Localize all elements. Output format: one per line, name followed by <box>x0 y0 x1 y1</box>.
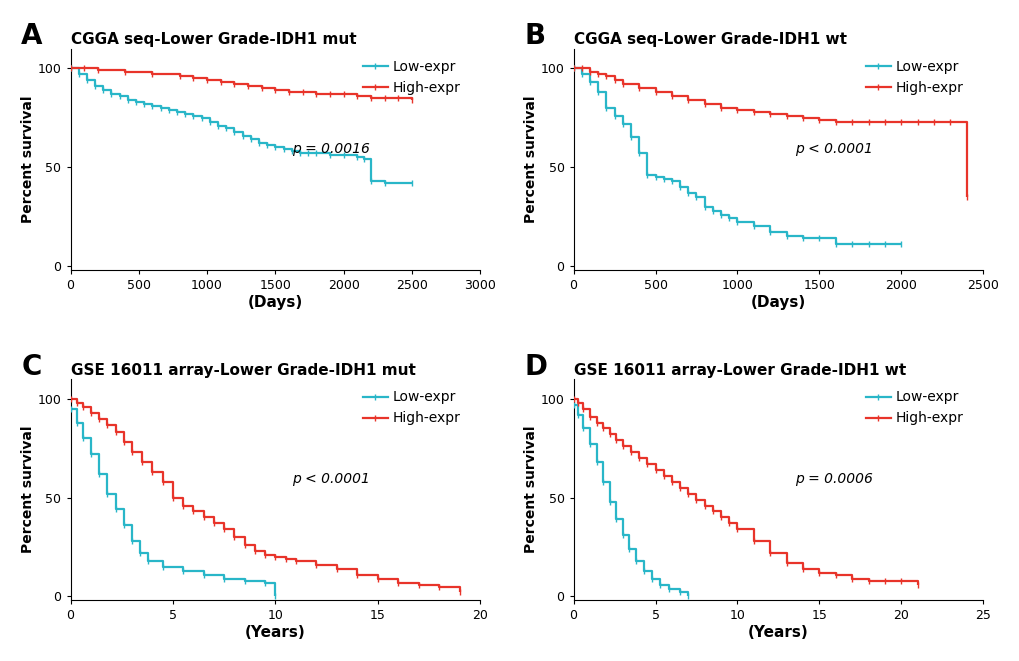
X-axis label: (Days): (Days) <box>750 295 805 309</box>
Y-axis label: Percent survival: Percent survival <box>524 95 537 223</box>
Legend: Low-expr, High-expr: Low-expr, High-expr <box>362 391 461 426</box>
Y-axis label: Percent survival: Percent survival <box>524 426 537 553</box>
Text: CGGA seq-Lower Grade-IDH1 wt: CGGA seq-Lower Grade-IDH1 wt <box>573 32 846 48</box>
Y-axis label: Percent survival: Percent survival <box>20 95 35 223</box>
Legend: Low-expr, High-expr: Low-expr, High-expr <box>865 391 963 426</box>
X-axis label: (Years): (Years) <box>747 625 808 640</box>
Text: CGGA seq-Lower Grade-IDH1 mut: CGGA seq-Lower Grade-IDH1 mut <box>70 32 356 48</box>
Legend: Low-expr, High-expr: Low-expr, High-expr <box>362 60 461 95</box>
X-axis label: (Days): (Days) <box>248 295 303 309</box>
Legend: Low-expr, High-expr: Low-expr, High-expr <box>865 60 963 95</box>
Text: p < 0.0001: p < 0.0001 <box>291 472 369 486</box>
X-axis label: (Years): (Years) <box>245 625 306 640</box>
Text: C: C <box>21 352 42 381</box>
Text: D: D <box>524 352 547 381</box>
Text: A: A <box>21 22 43 50</box>
Text: B: B <box>524 22 545 50</box>
Text: GSE 16011 array-Lower Grade-IDH1 mut: GSE 16011 array-Lower Grade-IDH1 mut <box>70 363 415 378</box>
Text: p < 0.0001: p < 0.0001 <box>794 141 872 155</box>
Text: p = 0.0006: p = 0.0006 <box>794 472 872 486</box>
Text: GSE 16011 array-Lower Grade-IDH1 wt: GSE 16011 array-Lower Grade-IDH1 wt <box>573 363 905 378</box>
Text: p = 0.0016: p = 0.0016 <box>291 141 369 155</box>
Y-axis label: Percent survival: Percent survival <box>20 426 35 553</box>
